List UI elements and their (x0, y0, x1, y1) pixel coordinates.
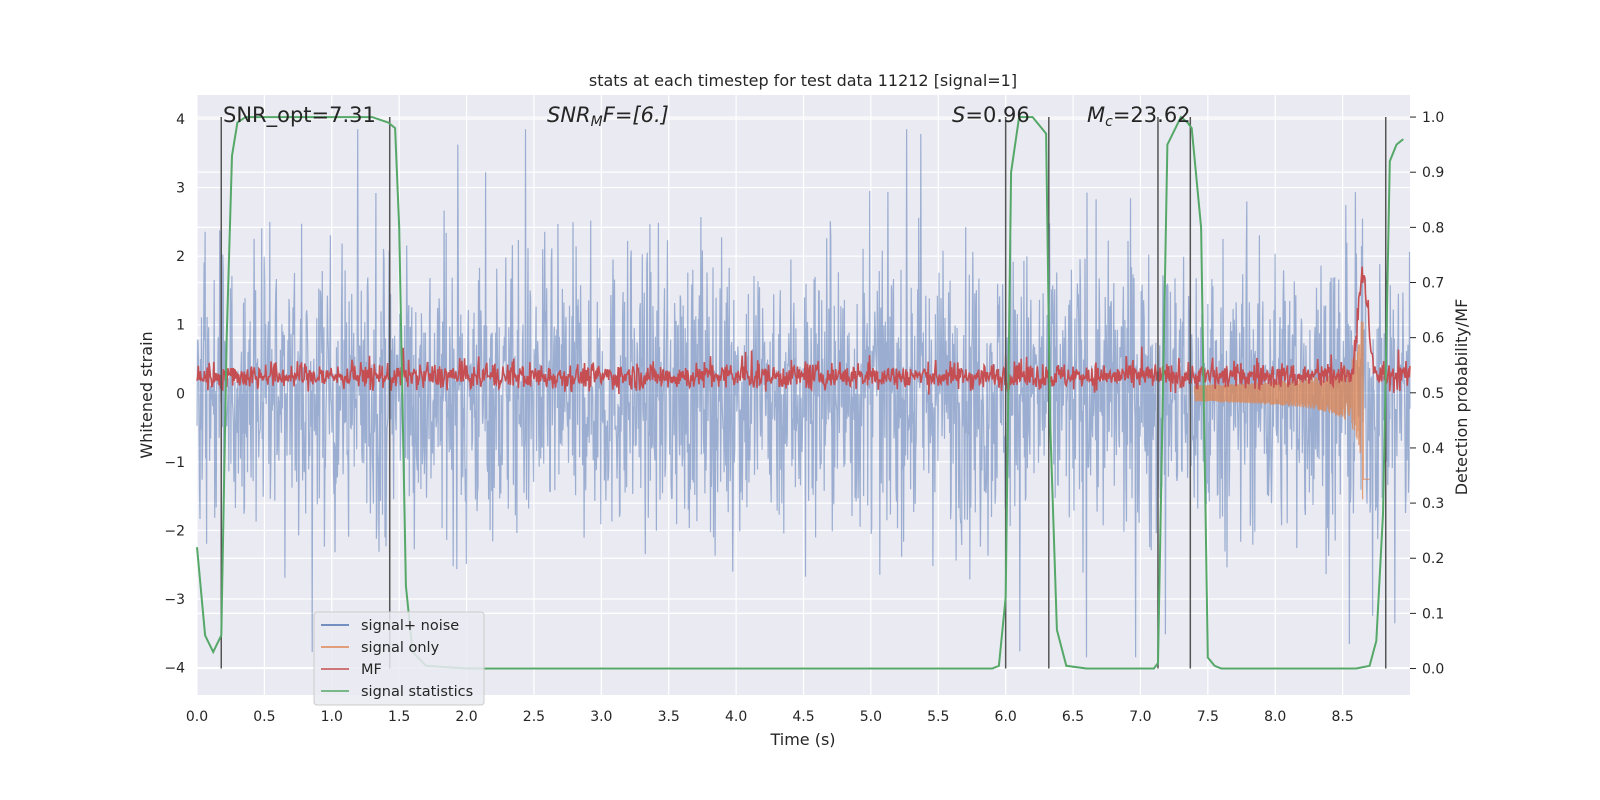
y2-tick-label: 0.0 (1422, 662, 1444, 678)
signal-statistics-line (196, 115, 1404, 670)
y2-tick-labels: 1.0 0.9 0.8 0.7 0.6 0.5 0.4 0.3 0.2 0.1 0.0 (1410, 110, 1444, 678)
y-tick-label: −1 (164, 455, 185, 471)
x-tick-label: 2.0 (455, 709, 477, 725)
annotation-mc: Mc=23.62 (1087, 103, 1191, 130)
y-tick-label: 3 (176, 181, 185, 197)
legend: signal+ noise signal only MF signal stat… (313, 611, 485, 706)
y-tick-label: −3 (164, 592, 185, 608)
y2-tick-label: 0.3 (1422, 496, 1444, 512)
y2-tick-label: 0.9 (1422, 165, 1444, 181)
x-tick-label: 5.0 (860, 709, 882, 725)
y2-tick-label: 0.4 (1422, 441, 1444, 457)
x-tick-label: 3.0 (590, 709, 612, 725)
annotation-snr-opt: SNR_opt=7.31 (223, 103, 376, 128)
x-tick-label: 8.5 (1331, 709, 1353, 725)
signal-noise-line (196, 129, 1411, 658)
y2-tick-label: 0.5 (1422, 386, 1444, 402)
signal-noise-series (196, 129, 1411, 658)
x-tick-label: 2.5 (523, 709, 545, 725)
y-tick-label: −4 (164, 661, 185, 677)
x-tick-label: 4.5 (792, 709, 814, 725)
x-tick-label: 7.0 (1129, 709, 1151, 725)
annotation-s-stat: S=0.96 (952, 103, 1030, 127)
x-tick-label: 8.0 (1264, 709, 1286, 725)
x-tick-label: 0.0 (186, 709, 208, 725)
x-tick-label: 4.0 (725, 709, 747, 725)
y-tick-label: 4 (176, 112, 185, 128)
legend-label-mf: MF (361, 662, 382, 678)
y2-tick-label: 0.8 (1422, 220, 1444, 236)
y-tick-label: 2 (176, 249, 185, 265)
legend-label-signal-statistics: signal statistics (361, 684, 473, 700)
y2-tick-label: 0.2 (1422, 551, 1444, 567)
y2-tick-label: 1.0 (1422, 110, 1444, 126)
x-tick-label: 3.5 (658, 709, 680, 725)
x-tick-label: 1.0 (321, 709, 343, 725)
y-tick-label: 0 (176, 386, 185, 402)
x-tick-label: 0.5 (253, 709, 275, 725)
y2-tick-label: 0.7 (1422, 276, 1444, 292)
x-tick-label: 6.0 (995, 709, 1017, 725)
y-tick-labels: 4 3 2 1 0 −1 −2 −3 −4 (164, 112, 185, 677)
signal-statistics-series (196, 115, 1404, 670)
mf-series (196, 266, 1411, 395)
y2-tick-label: 0.1 (1422, 606, 1444, 622)
chart-title: stats at each timestep for test data 112… (589, 71, 1017, 90)
y2-tick-label: 0.6 (1422, 331, 1444, 347)
y-tick-label: 1 (176, 318, 185, 334)
x-tick-label: 5.5 (927, 709, 949, 725)
annotation-snr-mf: SNRMF=[6.] (547, 103, 669, 130)
mf-line (196, 266, 1411, 395)
legend-label-signal-only: signal only (361, 640, 440, 656)
legend-label-signal-noise: signal+ noise (361, 618, 459, 634)
x-tick-label: 7.5 (1197, 709, 1219, 725)
x-tick-label: 1.5 (388, 709, 410, 725)
legend-box (313, 611, 485, 706)
y-axis-label: Whitened strain (137, 331, 156, 458)
x-tick-labels: 0.0 0.5 1.0 1.5 2.0 2.5 3.0 3.5 4.0 4.5 5.0 5.5 6.0 6… (186, 709, 1354, 725)
y-tick-label: −2 (164, 523, 185, 539)
x-tick-label: 6.5 (1062, 709, 1084, 725)
x-axis-label: Time (s) (769, 730, 835, 749)
y2-axis-label: Detection probability/MF (1452, 299, 1471, 496)
